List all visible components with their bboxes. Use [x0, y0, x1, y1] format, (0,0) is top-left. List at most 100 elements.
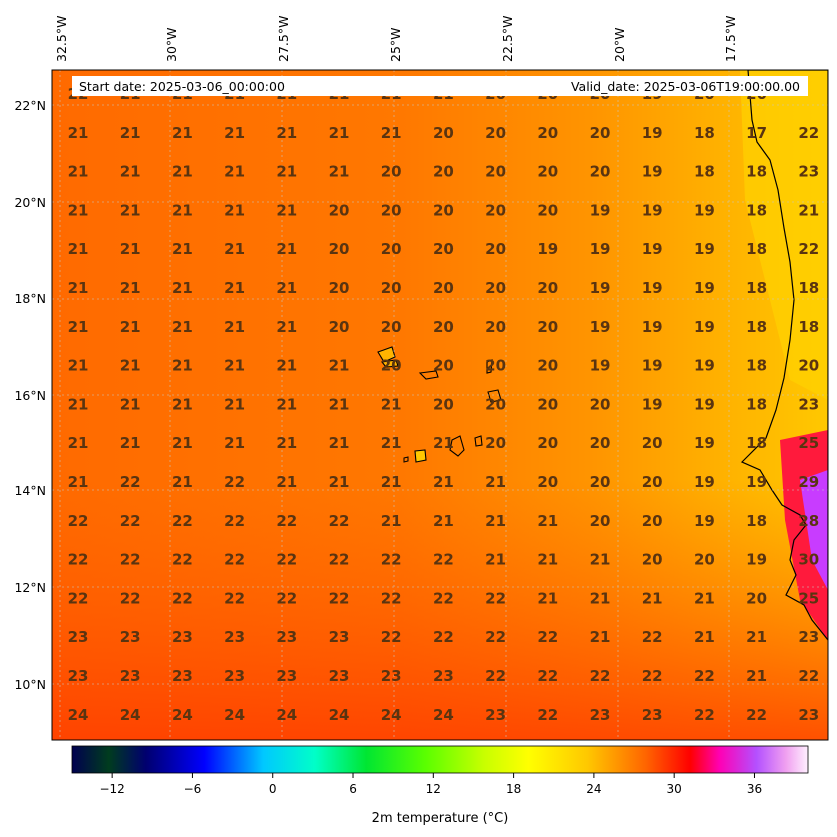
grid-value: 20	[433, 357, 454, 375]
grid-value: 22	[329, 512, 350, 530]
grid-value: 21	[329, 395, 350, 413]
grid-value: 21	[224, 163, 245, 181]
grid-value: 20	[537, 318, 558, 336]
grid-value: 19	[694, 395, 715, 413]
grid-value: 22	[381, 628, 402, 646]
grid-value: 20	[381, 357, 402, 375]
grid-value: 21	[276, 201, 297, 219]
grid-value: 20	[381, 318, 402, 336]
grid-value: 21	[172, 201, 193, 219]
grid-value: 21	[329, 434, 350, 452]
grid-value: 24	[329, 706, 350, 724]
grid-value: 22	[276, 551, 297, 569]
grid-value: 18	[746, 512, 767, 530]
lon-label-30w: 30°W	[164, 27, 179, 62]
grid-value: 21	[224, 279, 245, 297]
grid-value: 21	[590, 551, 611, 569]
grid-value: 21	[68, 395, 89, 413]
grid-value: 24	[224, 706, 245, 724]
grid-value: 21	[68, 434, 89, 452]
grid-value: 21	[276, 357, 297, 375]
grid-value: 25	[798, 589, 819, 607]
grid-value: 21	[276, 240, 297, 258]
grid-value: 22	[694, 706, 715, 724]
grid-value: 20	[433, 279, 454, 297]
grid-value: 18	[694, 124, 715, 142]
grid-value: 20	[381, 240, 402, 258]
grid-value: 22	[120, 473, 141, 491]
grid-value: 22	[120, 512, 141, 530]
grid-value: 20	[485, 318, 506, 336]
header-bar	[72, 76, 808, 96]
grid-value: 20	[537, 357, 558, 375]
lat-label-18n: 18°N	[14, 291, 46, 306]
colorbar-tick-label: 24	[586, 782, 601, 796]
grid-value: 20	[381, 201, 402, 219]
grid-value: 21	[276, 163, 297, 181]
grid-value: 19	[694, 318, 715, 336]
lon-label-32-5w: 32.5°W	[54, 16, 69, 62]
grid-value: 21	[590, 628, 611, 646]
grid-value: 19	[642, 201, 663, 219]
lon-label-27-5w: 27.5°W	[276, 16, 291, 62]
grid-value: 22	[537, 706, 558, 724]
grid-value: 23	[172, 628, 193, 646]
grid-value: 20	[485, 357, 506, 375]
grid-value: 21	[224, 240, 245, 258]
grid-value: 20	[746, 589, 767, 607]
grid-value: 22	[590, 667, 611, 685]
grid-value: 21	[276, 395, 297, 413]
value-grid: 22 21 21 21 21 21 21 21 20 20 20 19 20 20 21 21 21 21 21 21…	[68, 85, 820, 724]
grid-value: 20	[590, 512, 611, 530]
colorbar-tick-label: 36	[747, 782, 762, 796]
colorbar-tick-label: 6	[349, 782, 357, 796]
grid-value: 18	[746, 357, 767, 375]
grid-value: 20	[590, 124, 611, 142]
grid-value: 24	[68, 706, 89, 724]
colorbar-title: 2m temperature (°C)	[372, 811, 509, 826]
grid-value: 21	[329, 357, 350, 375]
grid-value: 22	[172, 551, 193, 569]
grid-value: 21	[694, 589, 715, 607]
grid-value: 20	[537, 473, 558, 491]
grid-value: 21	[120, 240, 141, 258]
grid-value: 28	[798, 512, 819, 530]
grid-value: 23	[120, 628, 141, 646]
grid-value: 20	[485, 395, 506, 413]
grid-value: 19	[694, 279, 715, 297]
grid-value: 20	[485, 279, 506, 297]
grid-value: 21	[746, 628, 767, 646]
grid-value: 20	[537, 279, 558, 297]
grid-value: 22	[172, 512, 193, 530]
grid-value: 20	[329, 201, 350, 219]
colorbar-tick-label: −6	[184, 782, 202, 796]
grid-value: 20	[694, 551, 715, 569]
start-date-label: Start date: 2025-03-06_00:00:00	[79, 79, 285, 94]
colorbar-ticks: −12 −6 0 6 12 18 24 30 36	[99, 773, 762, 796]
grid-value: 21	[276, 473, 297, 491]
grid-value: 21	[172, 473, 193, 491]
grid-value: 19	[642, 318, 663, 336]
grid-value: 21	[172, 163, 193, 181]
grid-value: 20	[485, 201, 506, 219]
grid-value: 20	[642, 551, 663, 569]
grid-value: 22	[224, 589, 245, 607]
grid-value: 22	[798, 124, 819, 142]
grid-value: 18	[746, 201, 767, 219]
grid-value: 21	[120, 279, 141, 297]
grid-value: 21	[68, 473, 89, 491]
grid-value: 22	[381, 551, 402, 569]
grid-value: 22	[433, 551, 454, 569]
grid-value: 21	[381, 512, 402, 530]
grid-value: 21	[68, 279, 89, 297]
grid-value: 24	[381, 706, 402, 724]
grid-value: 20	[590, 395, 611, 413]
grid-value: 20	[642, 473, 663, 491]
grid-value: 18	[746, 279, 767, 297]
grid-value: 24	[433, 706, 454, 724]
grid-value: 19	[642, 279, 663, 297]
grid-value: 21	[433, 473, 454, 491]
lon-label-22-5w: 22.5°W	[500, 16, 515, 62]
grid-value: 18	[798, 279, 819, 297]
grid-value: 21	[329, 124, 350, 142]
